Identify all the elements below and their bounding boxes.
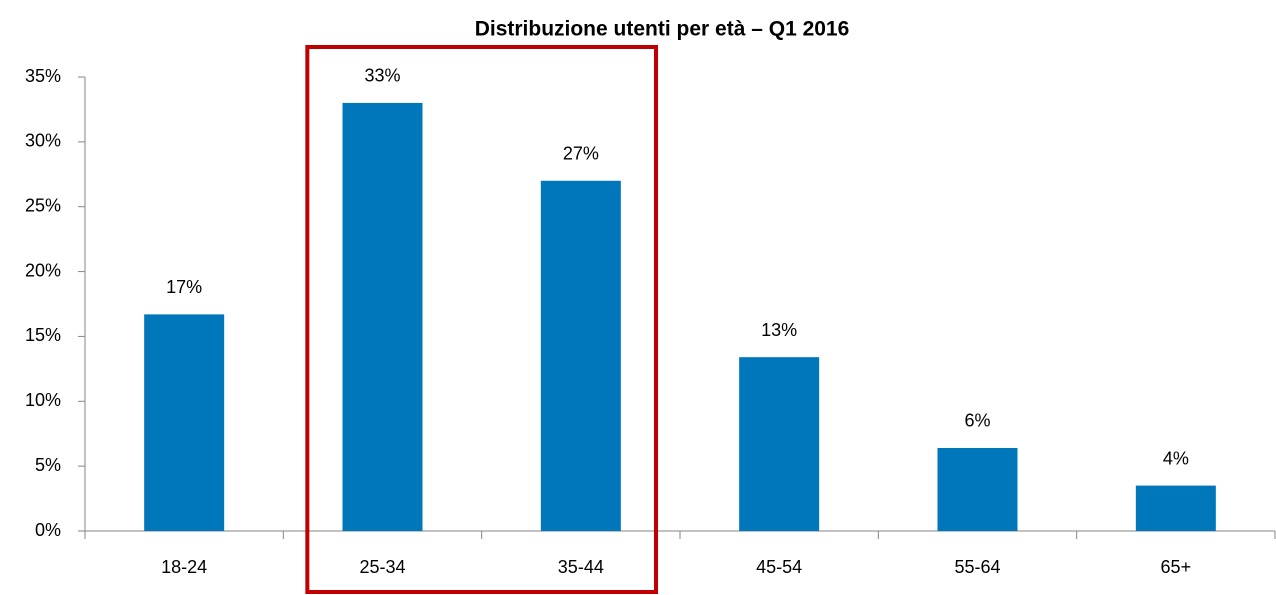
y-tick-label: 35% [25,66,61,86]
y-tick-label: 0% [35,520,61,540]
data-label: 4% [1163,448,1189,468]
bar [937,447,1018,531]
y-tick-label: 10% [25,390,61,410]
chart-title: Distribuzione utenti per età – Q1 2016 [475,18,850,41]
bar [540,180,621,531]
x-tick-label: 18-24 [161,557,207,577]
x-tick-label: 25-34 [359,557,405,577]
y-tick-label: 30% [25,131,61,151]
x-tick-label: 35-44 [558,557,604,577]
y-tick-label: 25% [25,195,61,215]
data-label: 27% [563,144,599,164]
x-tick-label: 55-64 [954,557,1000,577]
highlight-box [305,45,658,594]
bar [144,314,225,531]
y-tick-label: 5% [35,455,61,475]
data-label: 33% [364,66,400,86]
data-label: 6% [964,411,990,431]
data-label: 13% [761,320,797,340]
bar [739,357,820,531]
data-label: 17% [166,277,202,297]
bar [1135,485,1216,531]
y-tick-label: 20% [25,260,61,280]
bar [342,102,423,531]
y-tick-label: 15% [25,325,61,345]
x-tick-label: 45-54 [756,557,802,577]
x-tick-label: 65+ [1161,557,1192,577]
